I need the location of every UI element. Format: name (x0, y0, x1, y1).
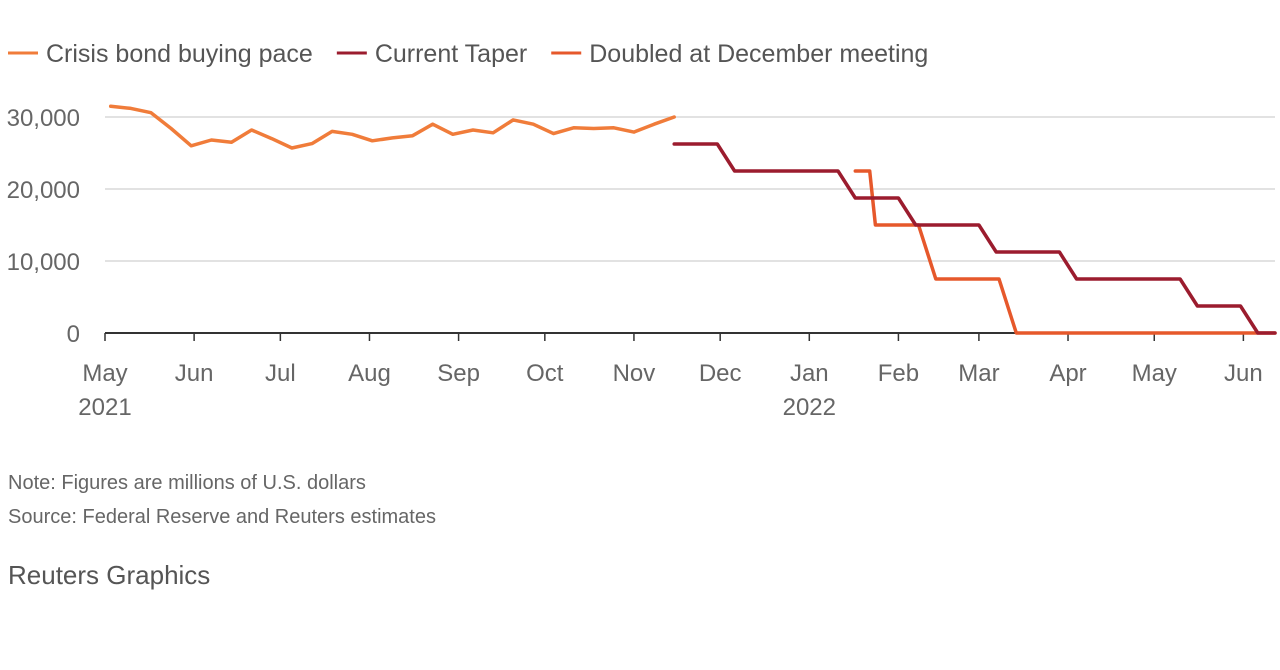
x-tick-label: Sep (437, 360, 480, 387)
x-tick-label: Jun (175, 360, 214, 387)
legend-label: Doubled at December meeting (589, 40, 928, 68)
credit-text: Reuters Graphics (8, 560, 211, 590)
x-tick-year-label: 2022 (783, 394, 836, 421)
x-tick-label: Nov (613, 360, 656, 387)
series-lines (108, 104, 1277, 335)
source-text: Source: Federal Reserve and Reuters esti… (8, 506, 436, 528)
legend-item-1: Current Taper (336, 40, 527, 68)
x-axis: May 2021 Jun Jul Aug Sep Oct Nov Dec Jan 2022 Feb Ma… (78, 332, 1275, 421)
legend-item-2: Doubled at December meeting (551, 40, 928, 68)
y-axis: 30,000 20,000 10,000 0 (7, 105, 80, 348)
legend-label: Current Taper (375, 40, 527, 68)
x-tick-label: Jan (790, 360, 829, 387)
chart-legend: Crisis bond buying pace Current Taper Doub… (8, 40, 928, 68)
chart-notes: Note: Figures are millions of U.S. dolla… (8, 466, 436, 534)
line-chart: Crisis bond buying pace Current Taper Doub… (7, 40, 1277, 421)
legend-label: Crisis bond buying pace (46, 40, 313, 68)
x-tick-label: Aug (348, 360, 391, 387)
legend-item-0: Crisis bond buying pace (8, 40, 313, 68)
x-tick-label: Jun (1224, 360, 1263, 387)
y-tick-label: 10,000 (7, 249, 80, 276)
x-tick-label: Jul (265, 360, 296, 387)
series-line-1 (672, 142, 1277, 335)
x-tick-label: Oct (526, 360, 564, 387)
grid-lines (105, 116, 1275, 262)
y-tick-label: 0 (67, 321, 80, 348)
y-tick-label: 20,000 (7, 177, 80, 204)
series-line-2 (853, 169, 1277, 335)
x-tick-label: May (1132, 360, 1177, 387)
series-line-0 (108, 104, 676, 150)
x-tick-label: May (82, 360, 127, 387)
x-tick-label: Dec (699, 360, 742, 387)
x-tick-year-label: 2021 (78, 394, 131, 421)
note-text: Note: Figures are millions of U.S. dolla… (8, 472, 366, 494)
x-tick-label: Mar (958, 360, 999, 387)
y-tick-label: 30,000 (7, 105, 80, 132)
x-tick-label: Feb (878, 360, 919, 387)
x-tick-label: Apr (1049, 360, 1086, 387)
